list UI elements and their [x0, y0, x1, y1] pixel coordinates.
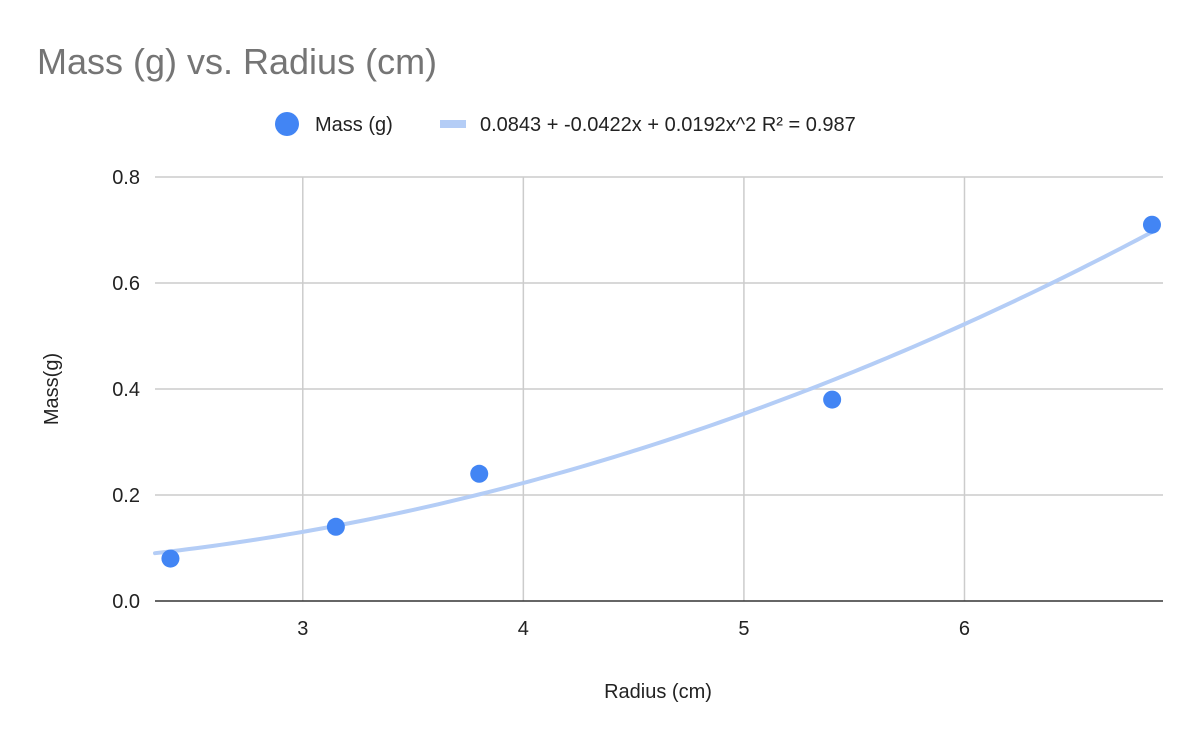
data-point [470, 464, 489, 483]
y-tick-label: 0.8 [112, 167, 140, 189]
trendline [153, 228, 1157, 556]
data-point [326, 517, 345, 536]
chart-title: Mass (g) vs. Radius (cm) [37, 41, 437, 82]
y-tick-label: 0.0 [112, 591, 140, 613]
y-tick-label: 0.4 [112, 379, 140, 401]
data-point [161, 549, 180, 568]
y-axis-title: Mass(g) [41, 353, 63, 425]
x-tick-label: 3 [297, 618, 308, 640]
trendline-group [153, 228, 1157, 556]
x-tick-label: 6 [959, 618, 970, 640]
data-points [161, 215, 1161, 568]
x-tick-label: 5 [738, 618, 749, 640]
y-tick-label: 0.6 [112, 273, 140, 295]
legend-marker-mass [275, 112, 299, 136]
data-point [1142, 215, 1161, 234]
legend-marker-trendline [440, 120, 466, 128]
x-axis-title: Radius (cm) [604, 681, 712, 703]
x-tick-labels: 3 4 5 6 [297, 618, 970, 640]
y-grid [155, 176, 1163, 496]
data-point [823, 390, 842, 409]
legend-label-trendline: 0.0843 + -0.0422x + 0.0192x^2 R² = 0.987 [480, 114, 856, 136]
x-tick-label: 4 [518, 618, 529, 640]
legend: Mass (g) 0.0843 + -0.0422x + 0.0192x^2 R… [275, 112, 856, 136]
y-tick-label: 0.2 [112, 485, 140, 507]
legend-label-mass: Mass (g) [315, 114, 393, 136]
y-tick-labels: 0.0 0.2 0.4 0.6 0.8 [112, 167, 140, 613]
